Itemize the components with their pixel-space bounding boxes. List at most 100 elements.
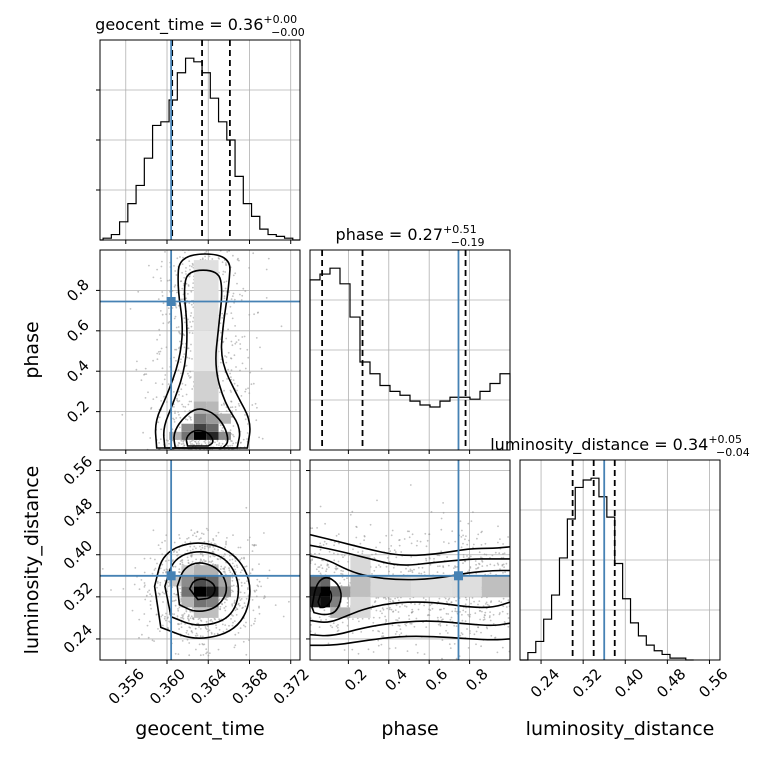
sample-point (215, 535, 218, 537)
sample-point (232, 442, 235, 445)
sample-point (485, 553, 488, 556)
sample-point (228, 624, 230, 627)
sample-point (156, 595, 159, 598)
sample-point (437, 600, 440, 603)
sample-point (315, 671, 317, 673)
sample-point (164, 579, 167, 582)
sample-point (245, 565, 248, 568)
sample-point (231, 603, 234, 606)
sample-point (225, 337, 228, 340)
sample-point (234, 568, 237, 571)
sample-point (453, 567, 455, 569)
sample-point (183, 346, 186, 349)
sample-point (436, 571, 439, 573)
sample-point (338, 542, 340, 545)
sample-point (390, 545, 393, 547)
sample-point (503, 566, 505, 568)
sample-point (234, 633, 237, 636)
sample-point (404, 623, 406, 625)
sample-point (483, 616, 486, 619)
sample-point (322, 544, 325, 546)
density-cell (350, 596, 371, 618)
sample-point (341, 554, 343, 556)
sample-point (181, 640, 184, 642)
sample-point (456, 566, 458, 568)
sample-point (223, 567, 226, 570)
sample-point (453, 643, 456, 645)
contour-line (310, 601, 510, 623)
sample-point (480, 556, 482, 559)
sample-point (224, 605, 227, 608)
sample-point (188, 265, 191, 267)
sample-point (393, 549, 396, 552)
sample-point (194, 634, 197, 637)
sample-point (234, 406, 237, 408)
sample-point (268, 569, 271, 572)
sample-point (490, 634, 493, 637)
sample-point (459, 520, 462, 522)
sample-point (224, 355, 226, 357)
sample-point (367, 648, 370, 651)
sample-point (257, 311, 259, 314)
sample-point (179, 256, 181, 258)
sample-point (164, 251, 166, 253)
density-cell (193, 401, 207, 414)
sample-point (231, 444, 234, 447)
sample-point (182, 617, 185, 620)
sample-point (134, 567, 137, 569)
sample-point (204, 545, 206, 548)
sample-point (221, 312, 224, 315)
sample-point (175, 359, 177, 362)
sample-point (239, 591, 242, 594)
sample-point (425, 545, 428, 548)
sample-point (243, 592, 246, 594)
sample-point (154, 382, 157, 384)
sample-point (472, 511, 474, 514)
density-cell (320, 586, 331, 597)
contour-line (310, 544, 510, 566)
sample-point (216, 632, 219, 635)
sample-point (464, 538, 466, 541)
sample-point (171, 600, 174, 602)
sample-point (377, 630, 379, 632)
sample-point (232, 534, 234, 536)
sample-point (225, 410, 228, 412)
sample-point (226, 378, 229, 380)
hist-panel-luminosity_distance: luminosity_distance = 0.34+0.05 −0.04 (490, 433, 750, 664)
sample-point (462, 542, 464, 545)
sample-point (405, 567, 407, 570)
sample-point (426, 539, 429, 542)
sample-point (314, 552, 316, 555)
sample-point (144, 584, 146, 587)
sample-point (213, 633, 216, 635)
sample-point (160, 428, 163, 431)
sample-point (211, 258, 214, 260)
sample-point (222, 402, 225, 405)
sample-point (240, 441, 242, 444)
sample-point (172, 565, 175, 568)
sample-point (388, 608, 391, 611)
sample-point (161, 383, 164, 386)
sample-point (480, 544, 483, 546)
sample-point (245, 506, 248, 509)
sample-point (447, 598, 450, 601)
sample-point (229, 372, 232, 375)
sample-point (471, 597, 474, 599)
sample-point (467, 613, 469, 616)
sample-point (199, 545, 201, 548)
sample-point (379, 541, 381, 544)
sample-point (225, 542, 227, 544)
sample-point (165, 612, 167, 615)
sample-point (415, 544, 418, 547)
sample-point (131, 609, 134, 612)
sample-point (337, 533, 340, 535)
sample-point (199, 654, 202, 657)
sample-point (377, 639, 380, 642)
sample-point (198, 643, 201, 646)
sample-point (226, 444, 229, 447)
truth-marker (166, 297, 176, 307)
sample-point (173, 549, 176, 552)
sample-point (228, 567, 230, 569)
sample-point (231, 624, 234, 627)
sample-point (388, 598, 390, 600)
